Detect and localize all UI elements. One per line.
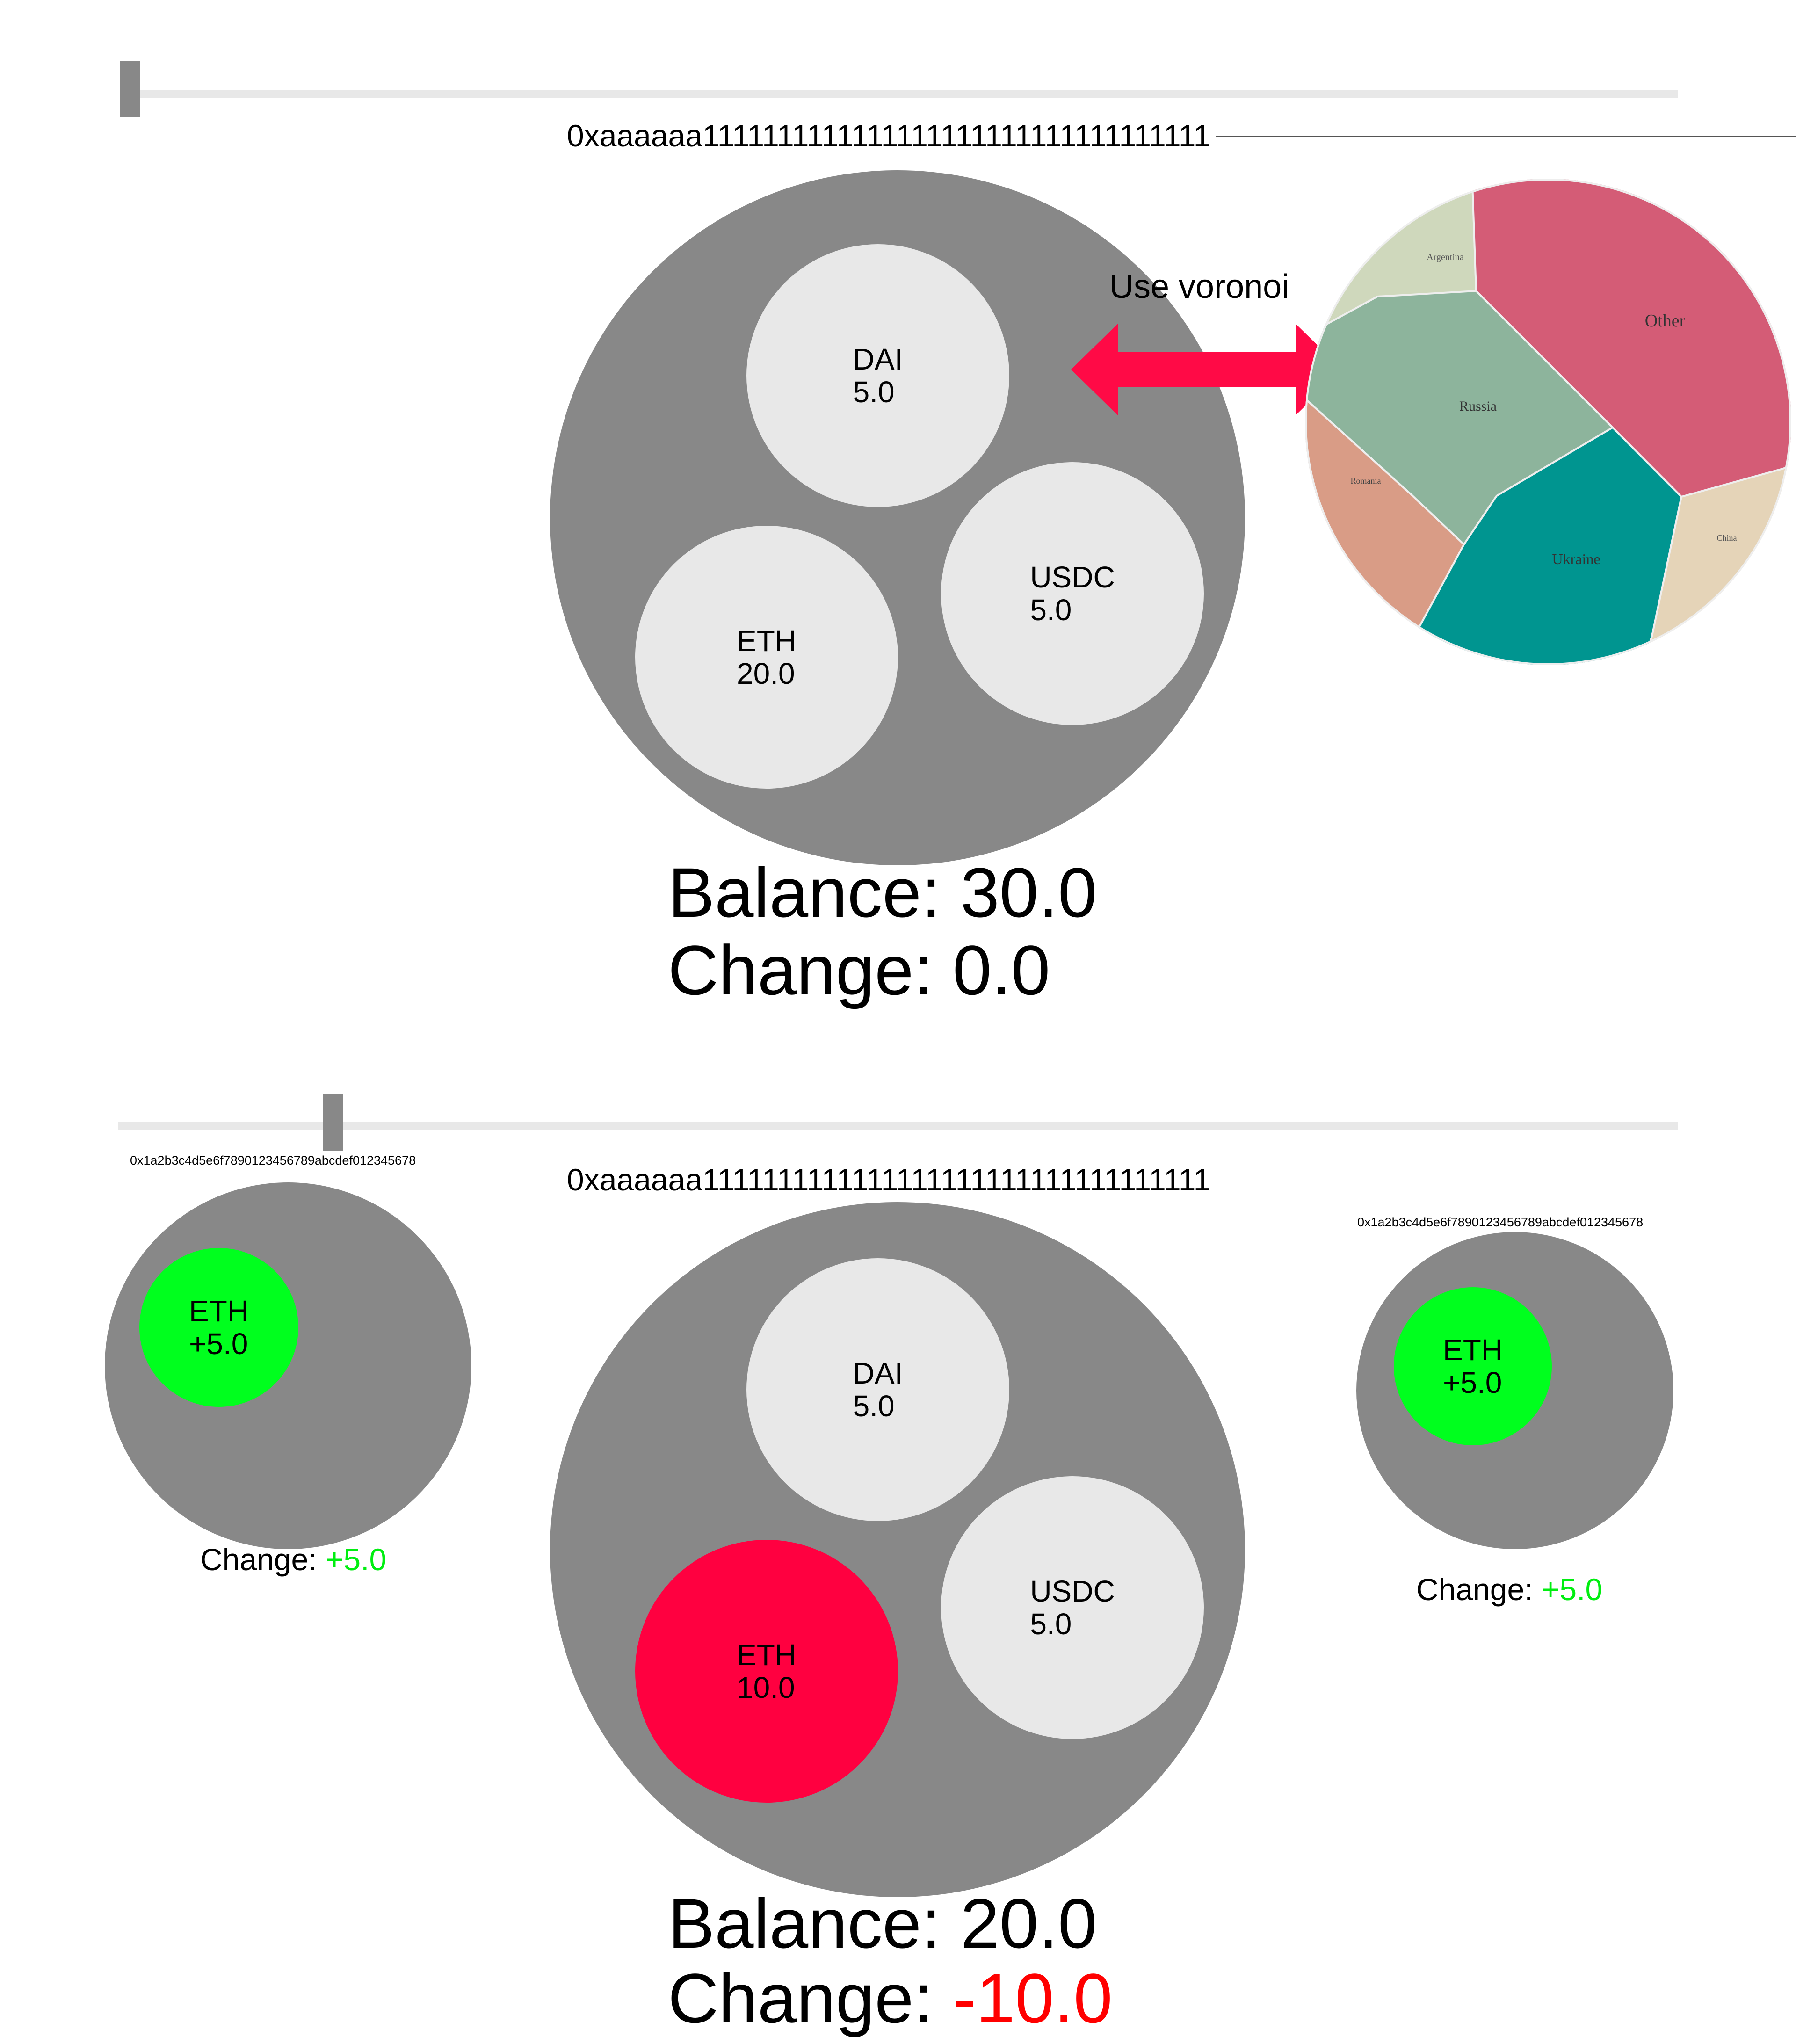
change-label: Change: — [200, 1542, 317, 1577]
bottom-token-dai[interactable]: DAI 5.0 — [746, 1258, 1009, 1521]
bottom-slider-track[interactable] — [118, 1122, 1678, 1130]
change-label: Change: — [668, 931, 934, 1009]
right-wallet-address: 0x1a2b3c4d5e6f7890123456789abcdef0123456… — [1357, 1215, 1644, 1229]
token-name: ETH — [737, 1638, 797, 1672]
token-name: USDC — [1030, 1574, 1115, 1608]
balance-value: 20.0 — [960, 1884, 1097, 1963]
voronoi-label-other: Other — [1645, 311, 1686, 331]
top-token-dai[interactable]: DAI 5.0 — [746, 244, 1009, 507]
balance-value: 30.0 — [960, 853, 1097, 932]
token-amount: 5.0 — [853, 375, 895, 409]
voronoi-chart: Argentina Other Russia Romania Ukraine C… — [1305, 179, 1791, 665]
token-name: ETH — [1443, 1333, 1503, 1367]
change-label: Change: — [668, 1959, 934, 2037]
token-amount: 10.0 — [737, 1671, 795, 1704]
token-name: DAI — [853, 1356, 903, 1390]
left-change-line: Change: +5.0 — [200, 1542, 386, 1577]
voronoi-label-argentina: Argentina — [1427, 252, 1464, 262]
left-wallet-address: 0x1a2b3c4d5e6f7890123456789abcdef0123456… — [130, 1153, 416, 1167]
change-value: 0.0 — [952, 931, 1050, 1009]
address-underline — [1216, 136, 1796, 137]
voronoi-label-ukraine: Ukraine — [1552, 551, 1600, 567]
bottom-token-usdc[interactable]: USDC 5.0 — [941, 1476, 1204, 1739]
bottom-token-eth[interactable]: ETH 10.0 — [635, 1540, 898, 1803]
bottom-wallet-address: 0xaaaaaa11111111111111111111111111111111… — [567, 1162, 1211, 1197]
voronoi-label-romania: Romania — [1351, 476, 1381, 486]
change-label: Change: — [1416, 1572, 1533, 1607]
token-amount: 5.0 — [853, 1389, 895, 1423]
voronoi-label-china: China — [1717, 533, 1737, 543]
top-wallet-address: 0xaaaaaa11111111111111111111111111111111… — [567, 118, 1211, 153]
annotation-note: Use voronoi — [1109, 268, 1289, 305]
token-amount: 20.0 — [737, 657, 795, 690]
top-token-usdc[interactable]: USDC 5.0 — [941, 462, 1204, 725]
token-name: ETH — [737, 624, 797, 658]
token-amount: 5.0 — [1030, 593, 1072, 627]
bottom-change-line: Change: -10.0 — [668, 1960, 1113, 2037]
top-token-eth[interactable]: ETH 20.0 — [635, 526, 898, 789]
token-amount: 5.0 — [1030, 1607, 1072, 1641]
token-amount: +5.0 — [1443, 1366, 1502, 1399]
right-token-eth[interactable]: ETH +5.0 — [1394, 1287, 1552, 1445]
change-value: +5.0 — [1541, 1572, 1603, 1607]
change-value: -10.0 — [952, 1959, 1113, 2037]
token-name: USDC — [1030, 560, 1115, 594]
top-slider-track[interactable] — [120, 90, 1678, 98]
token-name: ETH — [189, 1294, 249, 1328]
top-slider-thumb[interactable] — [120, 61, 140, 117]
top-change-line: Change: 0.0 — [668, 932, 1050, 1009]
token-amount: +5.0 — [189, 1327, 248, 1361]
right-change-line: Change: +5.0 — [1416, 1572, 1602, 1607]
balance-label: Balance: — [668, 853, 941, 932]
left-token-eth[interactable]: ETH +5.0 — [139, 1248, 298, 1407]
voronoi-label-russia: Russia — [1459, 399, 1497, 414]
balance-label: Balance: — [668, 1884, 941, 1963]
bottom-slider-thumb[interactable] — [323, 1094, 343, 1151]
double-arrow-icon — [1071, 324, 1342, 415]
token-name: DAI — [853, 342, 903, 376]
top-balance-line: Balance: 30.0 — [668, 854, 1097, 931]
change-value: +5.0 — [325, 1542, 387, 1577]
bottom-balance-line: Balance: 20.0 — [668, 1885, 1097, 1962]
